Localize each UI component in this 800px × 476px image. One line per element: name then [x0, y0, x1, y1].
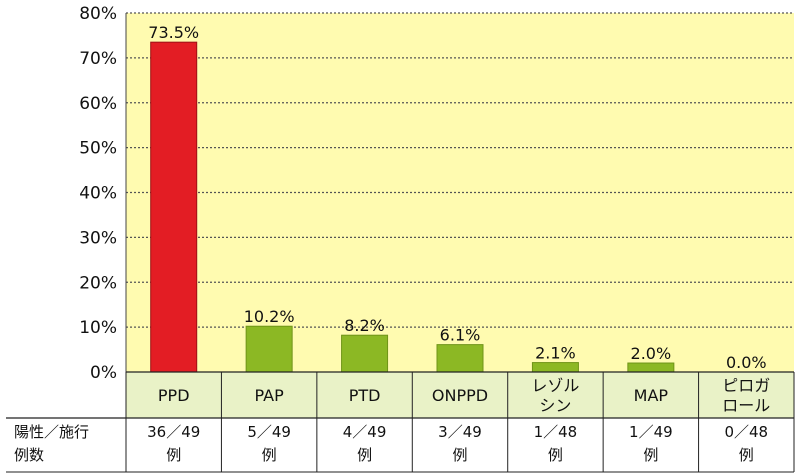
table-cell: 3／49: [438, 423, 482, 441]
bar: [341, 334, 389, 373]
category-label: ピロガ: [722, 376, 770, 395]
bar: [245, 325, 293, 373]
table-cell: 36／49: [147, 423, 200, 441]
bar: [436, 344, 484, 373]
table-cell: 5／49: [247, 423, 291, 441]
table-cell: 例: [643, 446, 658, 464]
table-row-label: 例数: [14, 446, 44, 464]
category-label: シン: [539, 396, 571, 415]
bar: [531, 362, 579, 373]
y-axis: 0% 10% 20% 30% 40% 50% 60% 70% 80%: [79, 4, 127, 383]
bar-value-label: 2.0%: [631, 344, 672, 363]
table-cell: 例: [166, 446, 181, 464]
table-cell: 例: [548, 446, 563, 464]
table-cell: 4／49: [343, 423, 387, 441]
table-cell: 例: [452, 446, 467, 464]
table-cell: 0／48: [724, 423, 768, 441]
y-tick-label: 50%: [79, 139, 117, 159]
table-row-label: 陽性／施行: [14, 423, 89, 441]
category-label: ロール: [722, 396, 770, 415]
category-label: レゾル: [531, 376, 579, 395]
bar-value-label: 73.5%: [148, 23, 199, 42]
category-band: [126, 372, 794, 418]
category-label: ONPPD: [432, 386, 488, 405]
y-tick-label: 20%: [79, 273, 117, 293]
table-cell: 例: [357, 446, 372, 464]
y-tick-label: 0%: [90, 363, 117, 383]
y-tick-label: 40%: [79, 184, 117, 204]
category-label: PTD: [349, 386, 381, 405]
bar-value-label: 2.1%: [535, 344, 576, 363]
y-tick-label: 30%: [79, 228, 117, 248]
table-cell: 1／48: [534, 423, 578, 441]
category-label: PPD: [158, 386, 190, 405]
bar-value-labels: 73.5% 10.2% 8.2% 6.1% 2.1% 2.0% 0.0%: [148, 23, 766, 372]
bar-value-label: 0.0%: [726, 353, 767, 372]
gridlines: [126, 12, 794, 328]
bar: [150, 41, 198, 373]
y-tick-label: 70%: [79, 49, 117, 69]
y-tick-label: 10%: [79, 318, 117, 338]
bar-value-label: 6.1%: [440, 326, 481, 345]
bar-value-label: 10.2%: [244, 307, 295, 326]
category-label: PAP: [255, 386, 285, 405]
bar-value-label: 8.2%: [344, 316, 385, 335]
table-cell: 1／49: [629, 423, 673, 441]
y-tick-label: 60%: [79, 94, 117, 114]
table-cell: 例: [739, 446, 754, 464]
y-tick-label: 80%: [79, 4, 117, 24]
bar: [627, 362, 675, 373]
category-label: MAP: [634, 386, 669, 405]
table-cell: 例: [262, 446, 277, 464]
